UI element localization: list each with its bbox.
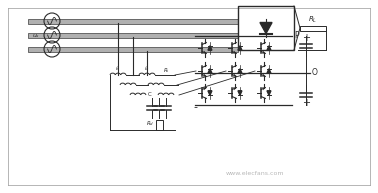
Text: $i_s$: $i_s$ [115,64,121,73]
Text: $R_L$: $R_L$ [308,15,318,25]
Polygon shape [208,46,212,50]
Bar [28,32,238,37]
Text: +: + [302,33,310,43]
Polygon shape [267,69,271,73]
Text: C: C [147,92,151,97]
Polygon shape [260,23,272,34]
Polygon shape [267,46,271,50]
Polygon shape [238,91,242,95]
Bar [28,19,238,24]
Text: $i_c$: $i_c$ [144,64,150,73]
Polygon shape [267,91,271,95]
Bar [300,25,326,30]
Text: O: O [312,68,318,77]
Text: www.elecfans.com: www.elecfans.com [226,171,284,176]
Bar [155,120,163,130]
Polygon shape [238,46,242,50]
Text: $u_s$: $u_s$ [32,32,40,40]
Text: P: P [294,31,299,40]
Polygon shape [238,69,242,73]
Text: +: + [302,98,310,108]
Bar [28,47,238,52]
Text: -: - [193,102,197,112]
Text: $R_d$: $R_d$ [146,119,154,128]
Bar [238,6,294,50]
Text: $R_i$: $R_i$ [163,66,170,75]
Polygon shape [208,69,212,73]
Polygon shape [208,91,212,95]
